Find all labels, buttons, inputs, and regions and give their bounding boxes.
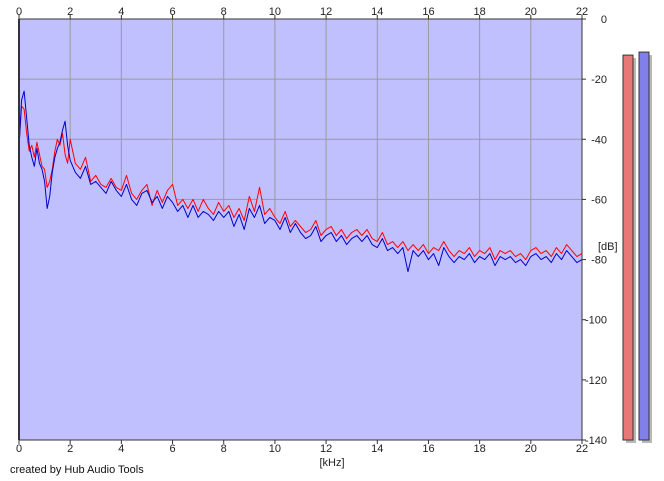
x-axis-label: [kHz]: [319, 457, 344, 469]
x-tick-label-top-7: 14: [371, 6, 383, 18]
x-tick-label-bottom-3: 6: [169, 443, 175, 455]
x-tick-label-top-9: 18: [474, 6, 486, 18]
x-tick-label-top-4: 8: [221, 6, 227, 18]
x-tick-label-top-11: 22: [576, 6, 588, 18]
x-tick-label-bottom-1: 2: [67, 443, 73, 455]
y-tick-label-7: -140: [585, 435, 607, 447]
y-tick-label-6: -120: [585, 375, 607, 387]
y-tick-label-1: -20: [591, 74, 607, 86]
x-tick-label-top-1: 2: [67, 6, 73, 18]
x-tick-label-bottom-0: 0: [16, 443, 22, 455]
x-tick-label-bottom-8: 16: [422, 443, 434, 455]
level-meter-1: [622, 54, 634, 441]
area-fill-layer: [19, 91, 582, 441]
x-tick-label-bottom-11: 22: [576, 443, 588, 455]
x-tick-label-bottom-10: 20: [525, 443, 537, 455]
level-meter-2: [638, 51, 650, 441]
x-tick-label-top-10: 20: [525, 6, 537, 18]
axis-layer: 002244668810101212141416161818202022220-…: [16, 6, 607, 455]
x-tick-label-top-0: 0: [16, 6, 22, 18]
x-tick-label-bottom-5: 10: [269, 443, 281, 455]
x-tick-label-top-3: 6: [169, 6, 175, 18]
y-tick-label-2: -40: [591, 134, 607, 146]
x-tick-label-bottom-7: 14: [371, 443, 383, 455]
x-tick-label-bottom-9: 18: [474, 443, 486, 455]
y-tick-label-0: 0: [601, 14, 607, 26]
spectrum-series-2: [18, 90, 583, 273]
x-tick-label-top-6: 12: [320, 6, 332, 18]
x-tick-label-bottom-2: 4: [118, 443, 124, 455]
level-meter-layer: [622, 51, 652, 443]
x-tick-label-top-5: 10: [269, 6, 281, 18]
series-layer: [18, 90, 583, 273]
y-tick-label-5: -100: [585, 315, 607, 327]
x-tick-label-bottom-4: 8: [221, 443, 227, 455]
spectrum-area-fill: [19, 91, 582, 441]
credit-text: created by Hub Audio Tools: [10, 464, 144, 476]
y-axis-label: [dB]: [598, 241, 618, 253]
y-tick-label-3: -60: [591, 194, 607, 206]
spectrum-series-1: [18, 105, 583, 261]
x-tick-label-top-2: 4: [118, 6, 124, 18]
x-tick-label-top-8: 16: [422, 6, 434, 18]
y-tick-label-4: -80: [591, 255, 607, 267]
x-tick-label-bottom-6: 12: [320, 443, 332, 455]
